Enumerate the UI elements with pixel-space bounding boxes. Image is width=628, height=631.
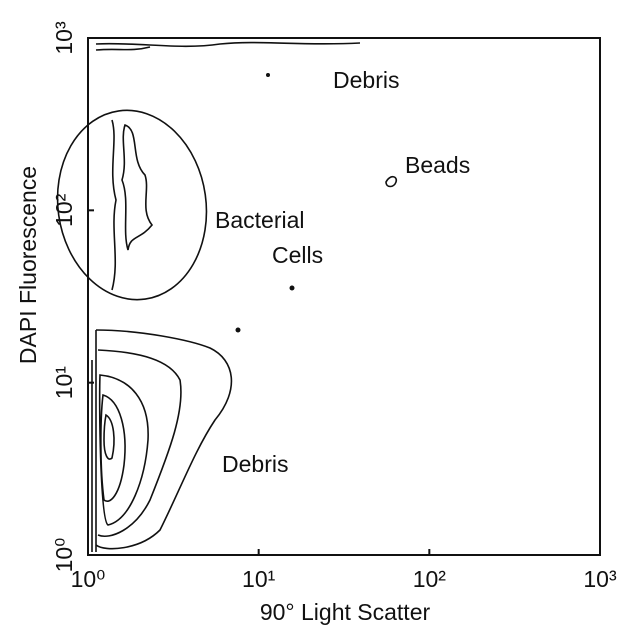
x-axis-label: 90° Light Scatter [260, 599, 431, 625]
debris-contour [100, 393, 126, 502]
annotation: Cells [272, 242, 323, 268]
y-axis-label: DAPI Fluorescence [15, 166, 41, 364]
beads-contour [385, 175, 398, 188]
y-tick-label: 10³ [51, 21, 77, 55]
debris-contour [103, 413, 115, 460]
annotation: Debris [333, 67, 399, 93]
y-tick-label: 10² [51, 193, 77, 227]
debris-contour [91, 330, 97, 552]
y-tick-label: 10¹ [51, 366, 77, 400]
debris-top-contour [95, 41, 361, 51]
debris-contour [97, 349, 182, 537]
y-tick-label: 10⁰ [51, 538, 77, 573]
annotation: Debris [222, 451, 288, 477]
annotation: Bacterial [215, 207, 304, 233]
dot [266, 73, 270, 77]
x-tick-label: 10⁰ [71, 566, 106, 592]
contours [56, 41, 398, 552]
gate-ellipse [56, 109, 208, 301]
x-tick-label: 10² [413, 566, 447, 592]
dot [289, 285, 295, 291]
debris-contour [95, 329, 233, 550]
dot [235, 327, 241, 333]
bacteria-contour [111, 119, 154, 291]
x-tick-label: 10³ [583, 566, 617, 592]
x-tick-label: 10¹ [242, 566, 276, 592]
plot-frame [87, 37, 601, 556]
annotation: Beads [405, 152, 470, 178]
